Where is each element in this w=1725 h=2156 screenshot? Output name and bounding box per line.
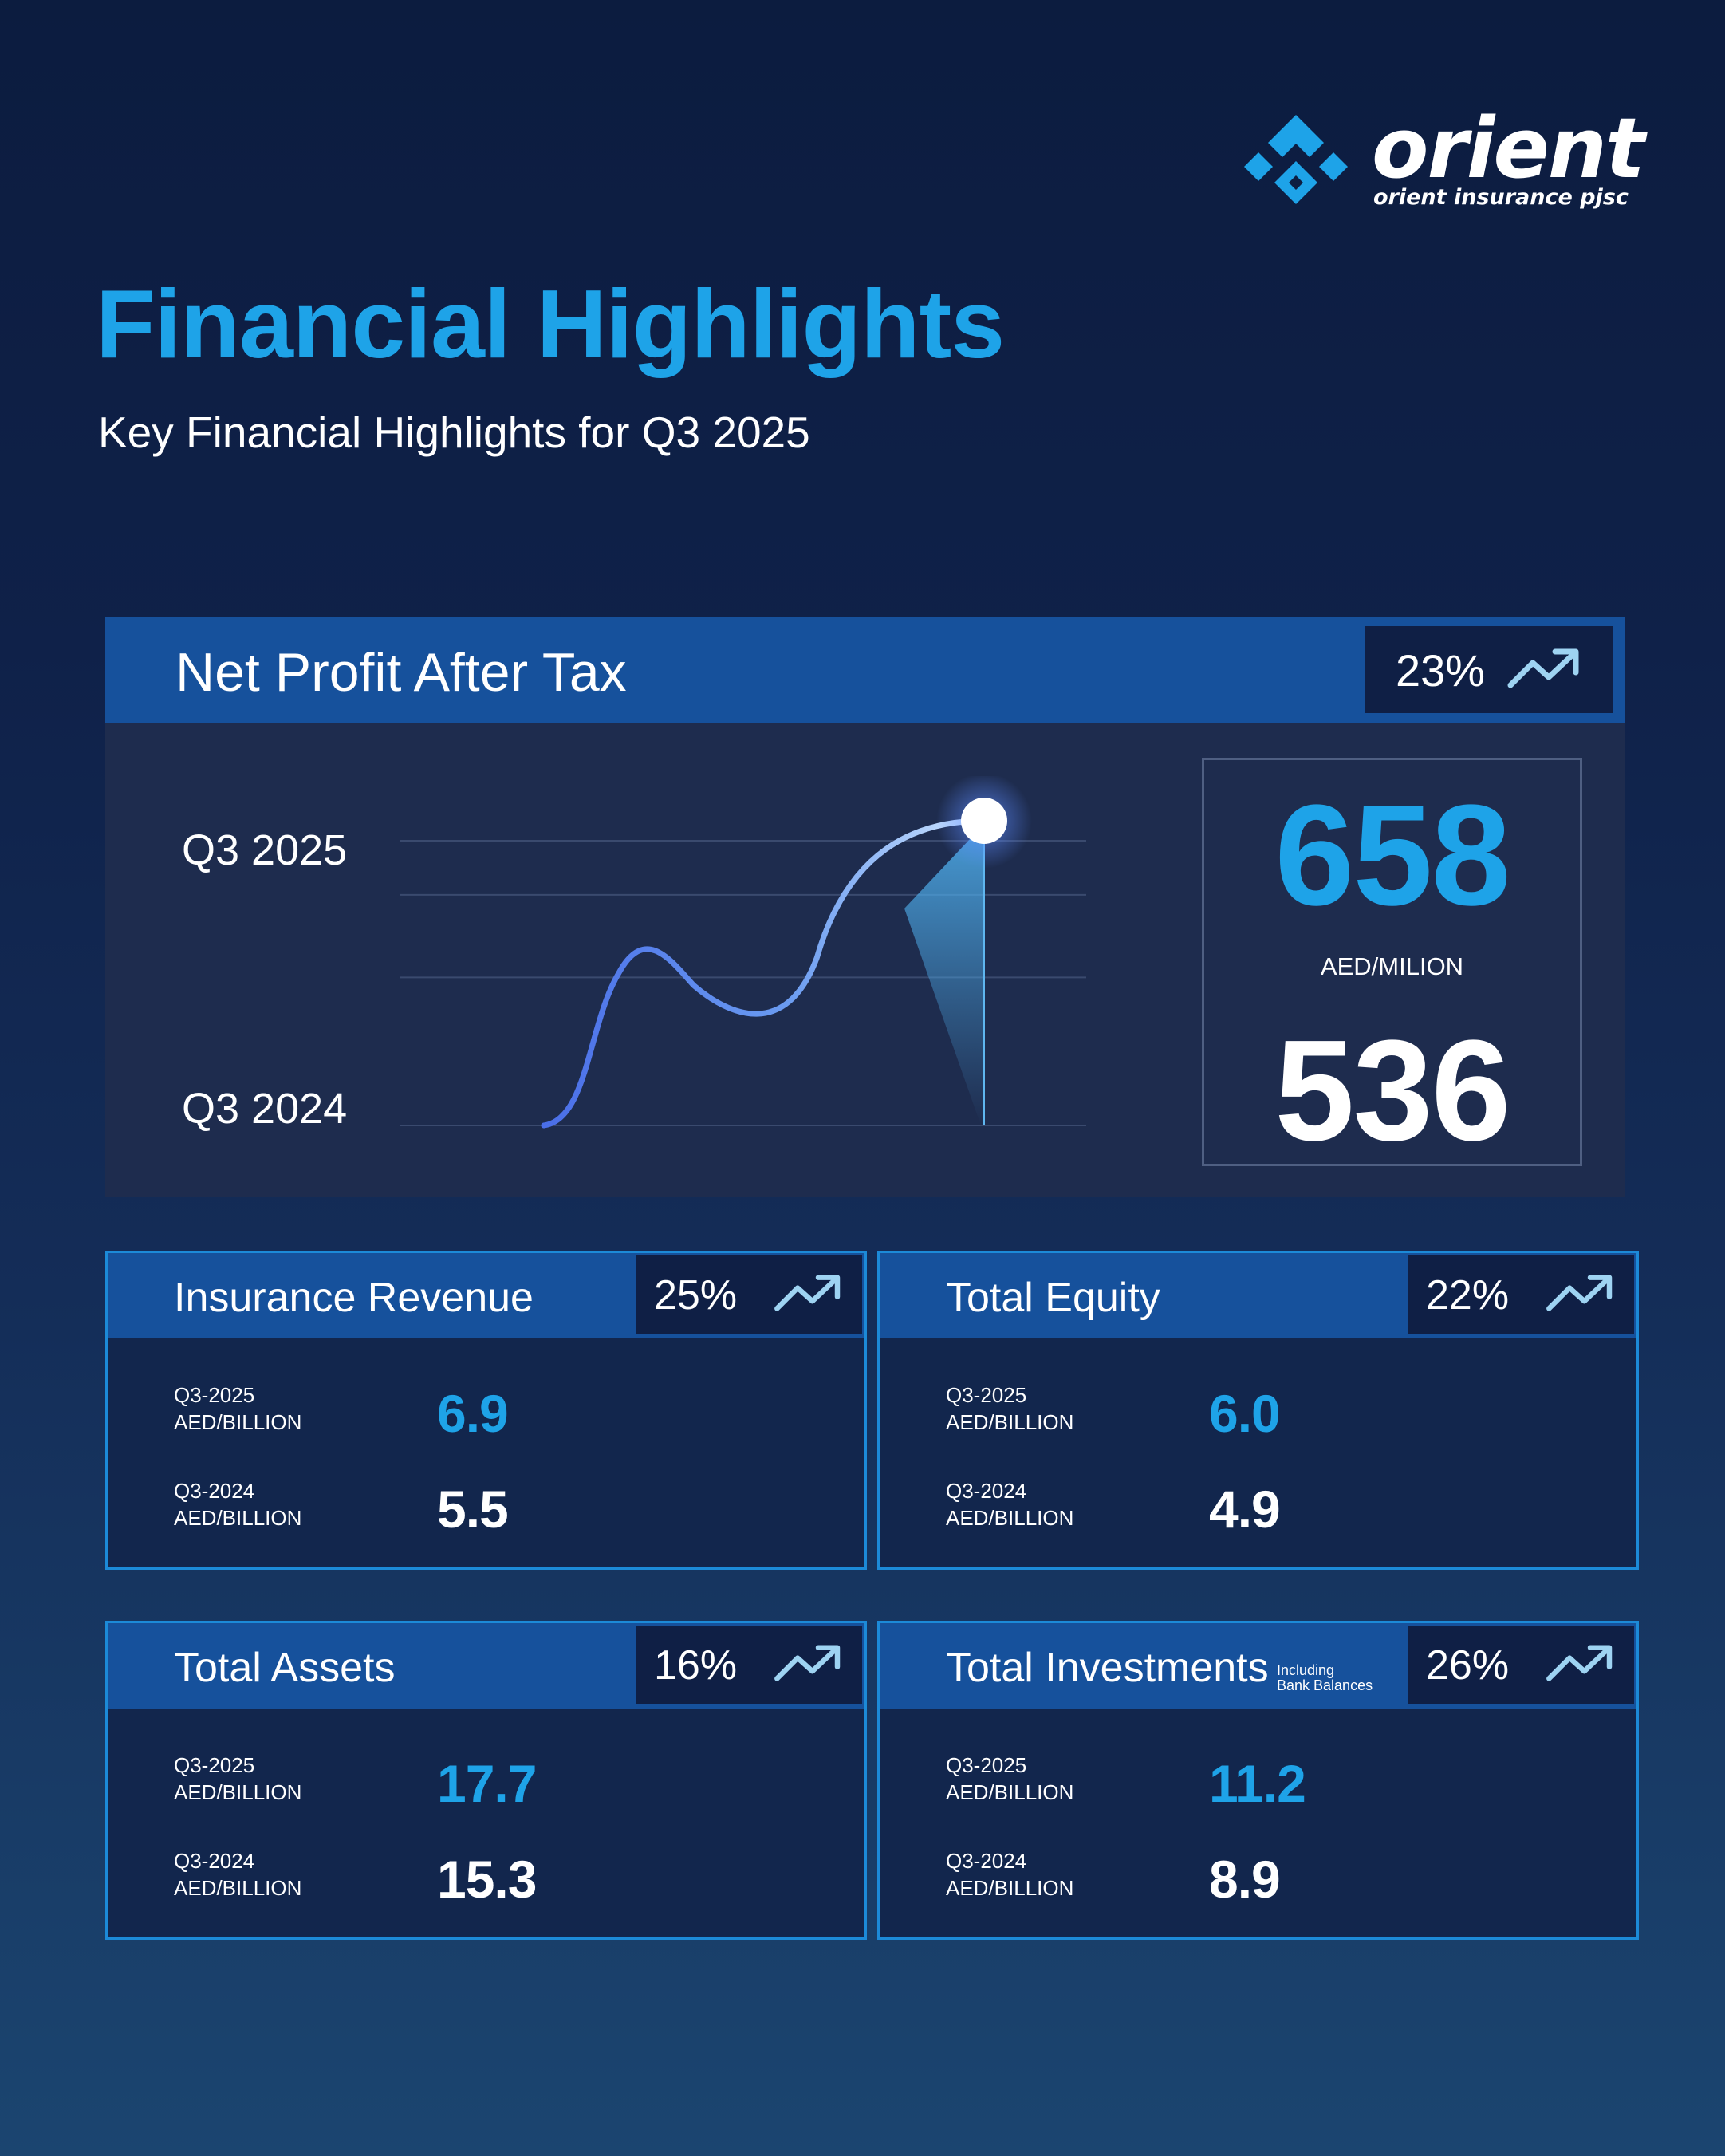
- period-label: Q3-2025: [174, 1753, 255, 1777]
- unit-label: AED/BILLION: [174, 1409, 302, 1434]
- value-previous: 4.9: [1209, 1480, 1281, 1539]
- unit-label: AED/BILLION: [174, 1780, 302, 1804]
- unit-label: AED/BILLION: [946, 1875, 1074, 1900]
- chart-point-q3-2025: [961, 798, 1007, 844]
- net-profit-title: Net Profit After Tax: [175, 642, 627, 703]
- period-label: Q3-2025: [946, 1753, 1027, 1777]
- card-title: Total Assets: [174, 1645, 396, 1691]
- net-profit-unit: AED/MILION: [1320, 952, 1464, 980]
- unit-label: AED/BILLION: [946, 1780, 1074, 1804]
- total-investments-card: Total Investments Including Bank Balance…: [877, 1621, 1639, 1940]
- row-label: Q3-2025 AED/BILLION: [174, 1752, 301, 1807]
- value-previous: 8.9: [1209, 1850, 1281, 1909]
- unit-label: AED/BILLION: [946, 1409, 1074, 1434]
- net-profit-change: 23%: [1396, 645, 1486, 696]
- period-label: Q3-2025: [946, 1383, 1027, 1407]
- logo-tagline: orient insurance pjsc: [1373, 185, 1629, 210]
- value-current: 17.7: [437, 1754, 537, 1813]
- insurance-revenue-card: Insurance Revenue 25% Q3-2025 AED/BILLIO…: [105, 1251, 867, 1570]
- net-profit-value-box: 658 AED/MILION 536: [1202, 758, 1582, 1166]
- card-title: Total Equity: [946, 1275, 1160, 1321]
- card-header: Insurance Revenue 25%: [108, 1253, 864, 1338]
- row-label: Q3-2025 AED/BILLION: [174, 1382, 301, 1437]
- card-title: Insurance Revenue: [174, 1275, 534, 1321]
- change-badge: 26%: [1408, 1626, 1634, 1704]
- trend-up-icon: [774, 1275, 841, 1311]
- period-label: Q3-2025: [174, 1383, 255, 1407]
- net-profit-value-2025: 658: [1274, 775, 1510, 936]
- net-profit-header: Net Profit After Tax 23%: [105, 617, 1625, 723]
- card-title: Total Investments: [946, 1645, 1269, 1691]
- page-title: Financial Highlights: [96, 270, 1005, 378]
- note-line: Bank Balances: [1277, 1677, 1373, 1693]
- period-label: Q3-2024: [946, 1849, 1027, 1873]
- change-badge: 16%: [636, 1626, 862, 1704]
- card-note: Including Bank Balances: [1277, 1663, 1373, 1693]
- net-profit-value-2024: 536: [1274, 1011, 1510, 1171]
- value-current: 11.2: [1209, 1754, 1306, 1813]
- orient-emblem-icon: [1244, 115, 1348, 204]
- row-label: Q3-2025 AED/BILLION: [946, 1382, 1073, 1437]
- trend-up-icon: [1546, 1275, 1613, 1311]
- net-profit-panel: Net Profit After Tax 23% Q3 2025 Q3 2024: [105, 617, 1625, 1197]
- net-profit-change-badge: 23%: [1365, 626, 1613, 713]
- trend-up-icon: [774, 1645, 841, 1681]
- company-logo: orient orient insurance pjsc: [1244, 107, 1645, 215]
- card-header: Total Equity 22%: [880, 1253, 1636, 1338]
- chart-highlight-beam: [904, 824, 984, 1125]
- change-percent: 16%: [654, 1642, 738, 1689]
- row-label: Q3-2024 AED/BILLION: [946, 1848, 1073, 1902]
- total-assets-card: Total Assets 16% Q3-2025 AED/BILLION 17.…: [105, 1621, 867, 1940]
- page-subtitle: Key Financial Highlights for Q3 2025: [98, 408, 810, 457]
- net-profit-chart: [400, 776, 1086, 1129]
- value-previous: 5.5: [437, 1480, 509, 1539]
- change-badge: 25%: [636, 1255, 862, 1334]
- period-label: Q3-2024: [174, 1479, 255, 1503]
- chart-point-q3-2024: [541, 1122, 547, 1129]
- net-profit-series-line: [541, 818, 987, 1129]
- value-previous: 15.3: [437, 1850, 537, 1909]
- chart-label-q3-2024: Q3 2024: [182, 1085, 348, 1133]
- card-header: Total Investments Including Bank Balance…: [880, 1623, 1636, 1709]
- period-label: Q3-2024: [174, 1849, 255, 1873]
- row-label: Q3-2024 AED/BILLION: [946, 1478, 1073, 1532]
- card-header: Total Assets 16%: [108, 1623, 864, 1709]
- unit-label: AED/BILLION: [174, 1875, 302, 1900]
- total-equity-card: Total Equity 22% Q3-2025 AED/BILLION 6.0…: [877, 1251, 1639, 1570]
- change-percent: 25%: [654, 1272, 738, 1318]
- value-current: 6.0: [1209, 1384, 1281, 1443]
- change-percent: 26%: [1426, 1642, 1510, 1689]
- chart-label-q3-2025: Q3 2025: [182, 826, 348, 874]
- unit-label: AED/BILLION: [174, 1505, 302, 1530]
- logo-wordmark: orient: [1372, 100, 1645, 197]
- period-label: Q3-2024: [946, 1479, 1027, 1503]
- row-label: Q3-2024 AED/BILLION: [174, 1478, 301, 1532]
- trend-up-icon: [1546, 1645, 1613, 1681]
- row-label: Q3-2025 AED/BILLION: [946, 1752, 1073, 1807]
- row-label: Q3-2024 AED/BILLION: [174, 1848, 301, 1902]
- note-line: Including: [1277, 1662, 1335, 1678]
- change-badge: 22%: [1408, 1255, 1634, 1334]
- change-percent: 22%: [1426, 1272, 1510, 1318]
- unit-label: AED/BILLION: [946, 1505, 1074, 1530]
- value-current: 6.9: [437, 1384, 509, 1443]
- trend-up-icon: [1507, 648, 1579, 688]
